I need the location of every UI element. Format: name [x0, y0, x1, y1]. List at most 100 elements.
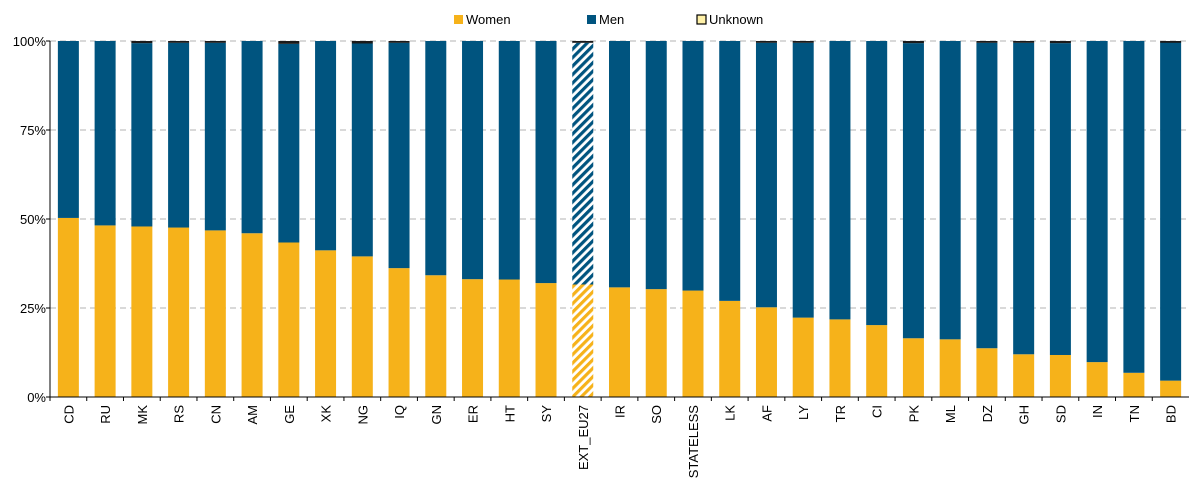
- bar-women: [829, 319, 851, 397]
- bar-men: [462, 41, 484, 280]
- x-tick-label: XK: [319, 405, 334, 423]
- legend-men: Men: [587, 12, 624, 27]
- x-tick-label: PK: [906, 405, 921, 423]
- bar-women: [609, 287, 630, 397]
- y-axis: 0% 25% 50% 75% 100%: [13, 34, 51, 405]
- bar-women: [498, 279, 520, 397]
- x-tick-label: AF: [759, 405, 774, 422]
- bar-women: [241, 233, 263, 397]
- x-tick-label: SO: [649, 405, 664, 424]
- x-tick-label: DZ: [980, 405, 995, 422]
- bar-group-in: [1086, 41, 1108, 397]
- x-tick-label: LY: [796, 405, 811, 420]
- bar-women: [204, 230, 226, 397]
- x-tick-label: IQ: [392, 405, 407, 419]
- bar-men: [755, 42, 777, 308]
- x-tick-label: RU: [98, 405, 113, 424]
- bar-unknown: [572, 41, 594, 43]
- bar-unknown: [168, 41, 190, 43]
- bar-group-ge: [278, 41, 300, 397]
- bar-men: [866, 41, 888, 326]
- bar-men: [241, 41, 263, 234]
- bar-women: [645, 289, 667, 397]
- bar-women: [168, 227, 190, 397]
- bar-group-rs: [168, 41, 190, 397]
- y-tick-label: 100%: [13, 34, 47, 49]
- bar-women: [866, 325, 888, 397]
- bar-women: [351, 256, 373, 397]
- bar-group-ht: [498, 41, 520, 397]
- bar-group-ext_eu27: [572, 41, 594, 397]
- bar-group-dz: [976, 41, 998, 397]
- bar-men: [682, 41, 704, 291]
- bar-women: [535, 283, 557, 397]
- bar-men: [645, 41, 667, 290]
- y-tick-label: 75%: [20, 123, 46, 138]
- x-tick-label: STATELESS: [686, 405, 701, 479]
- bar-men: [94, 41, 116, 226]
- x-tick-label: CN: [208, 405, 223, 424]
- x-tick-label: TR: [833, 405, 848, 422]
- bar-women: [1013, 354, 1035, 397]
- bar-group-cd: [57, 41, 79, 397]
- x-tick-label: NG: [355, 405, 370, 425]
- bar-women: [315, 250, 337, 397]
- bar-men: [1013, 42, 1035, 355]
- bar-unknown: [1013, 41, 1035, 43]
- bar-group-iq: [388, 41, 410, 397]
- y-tick-label: 50%: [20, 212, 46, 227]
- bar-group-ir: [609, 41, 630, 397]
- x-axis: CD RU MK RS CN AM GE XK NG IQ GN ER HT SY EXT_EU27 IR SO…: [49, 396, 1189, 479]
- bar-group-af: [755, 41, 777, 397]
- bar-women: [1123, 372, 1145, 397]
- bar-women: [131, 226, 153, 397]
- bar-women: [462, 279, 484, 397]
- x-tick-label: IR: [613, 405, 628, 418]
- bar-group-stateless: [682, 41, 704, 397]
- bar-men: [1086, 41, 1108, 363]
- bar-unknown: [755, 41, 777, 43]
- x-tick-label: EXT_EU27: [576, 405, 591, 470]
- bar-group-ml: [939, 41, 961, 397]
- bar-women: [682, 290, 704, 397]
- bar-women: [388, 268, 410, 397]
- bar-group-tn: [1123, 41, 1145, 397]
- bar-group-lk: [719, 41, 741, 397]
- bar-men: [425, 41, 447, 276]
- legend-men-label: Men: [599, 12, 624, 27]
- bar-group-ru: [94, 41, 116, 397]
- bar-women: [278, 242, 300, 397]
- bar-unknown: [902, 41, 924, 44]
- x-tick-label: LK: [723, 405, 738, 421]
- x-tick-label: CI: [870, 405, 885, 418]
- bar-women: [902, 338, 924, 397]
- y-tick-label: 0%: [27, 390, 46, 405]
- bar-men: [792, 42, 814, 318]
- bar-women: [1086, 362, 1108, 397]
- bar-men: [1049, 43, 1071, 355]
- x-tick-label: GE: [282, 405, 297, 424]
- x-tick-label: SD: [1053, 405, 1068, 423]
- legend-unknown: Unknown: [696, 12, 763, 27]
- bar-men: [57, 41, 79, 218]
- bar-unknown: [388, 41, 410, 43]
- bar-unknown: [351, 41, 373, 44]
- bar-women: [57, 217, 79, 397]
- bar-men: [388, 42, 410, 269]
- bar-men: [1160, 42, 1182, 381]
- bar-group-pk: [902, 41, 924, 397]
- x-tick-label: GN: [429, 405, 444, 425]
- bar-men: [498, 41, 520, 280]
- bar-group-sd: [1049, 41, 1071, 397]
- bar-group-xk: [315, 41, 337, 397]
- bar-men: [351, 43, 373, 257]
- bar-group-sy: [535, 41, 557, 397]
- bar-women: [1160, 380, 1182, 397]
- bar-women: [792, 317, 814, 397]
- bar-group-er: [462, 41, 484, 397]
- bar-men: [1123, 41, 1145, 373]
- x-tick-label: AM: [245, 405, 260, 425]
- bar-unknown: [1049, 41, 1071, 44]
- legend-women: Women: [454, 12, 511, 27]
